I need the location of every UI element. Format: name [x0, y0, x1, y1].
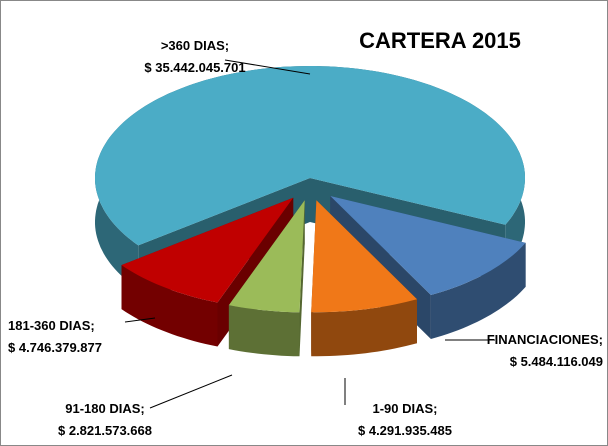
data-label-category: 1-90 DIAS: [372, 401, 433, 416]
data-label: FINANCIACIONES; $ 5.484.116.049: [487, 332, 603, 369]
data-label-value: $ 35.442.045.701: [144, 60, 245, 75]
data-label-value: $ 5.484.116.049: [510, 354, 603, 369]
slice-wall: [430, 242, 526, 339]
data-label-separator: ;: [140, 401, 144, 416]
data-label-category: 91-180 DIAS: [65, 401, 140, 416]
chart-title: CARTERA 2015: [359, 28, 521, 53]
data-label-value: $ 4.746.379.877: [8, 340, 102, 355]
leader-line: [224, 59, 311, 75]
leader-line: [149, 374, 233, 409]
data-label-value: $ 4.291.935.485: [358, 423, 452, 438]
slice-wall: [121, 265, 218, 347]
data-label-category: FINANCIACIONES: [487, 332, 599, 347]
data-label: 181-360 DIAS; $ 4.746.379.877: [8, 318, 102, 355]
data-label: 1-90 DIAS; $ 4.291.935.485: [358, 401, 452, 438]
data-label-separator: ;: [433, 401, 437, 416]
slice: [121, 197, 294, 303]
data-label: 91-180 DIAS; $ 2.821.573.668: [58, 401, 152, 438]
data-label: >360 DIAS; $ 35.442.045.701: [144, 38, 245, 75]
data-label-separator: ;: [90, 318, 94, 333]
slice: [330, 196, 526, 295]
slice: [311, 200, 417, 313]
slice-wall: [311, 299, 417, 357]
data-label-separator: ;: [599, 332, 603, 347]
data-label-value: $ 2.821.573.668: [58, 423, 152, 438]
data-label-separator: ;: [225, 38, 229, 53]
slice: [228, 200, 305, 313]
leader-line: [124, 317, 156, 323]
slice-wall: [228, 305, 300, 357]
slice: [95, 66, 525, 246]
data-label-category: 181-360 DIAS: [8, 318, 91, 333]
data-label-category: >360 DIAS: [161, 38, 225, 53]
